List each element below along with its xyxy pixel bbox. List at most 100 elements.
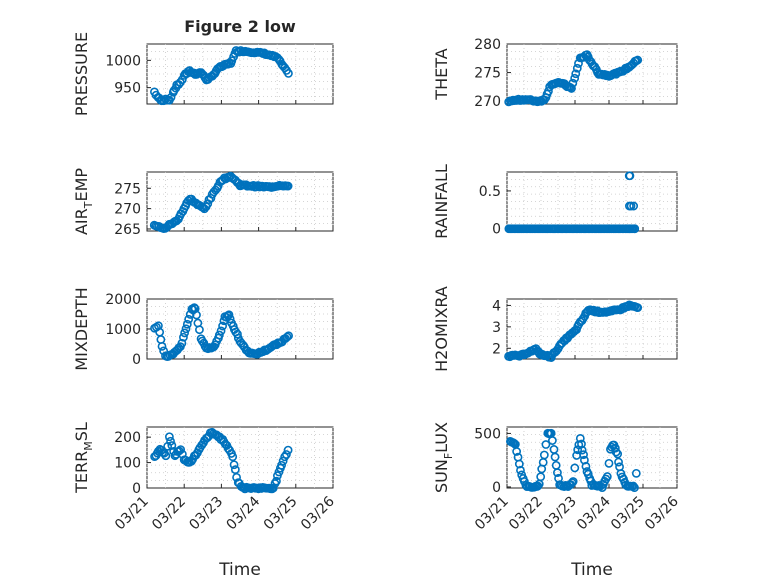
y-tick-label: 2 — [492, 341, 501, 357]
data-point — [284, 69, 293, 78]
data-point — [629, 201, 639, 211]
data-point — [284, 331, 293, 341]
data-point — [272, 476, 281, 486]
data-point — [633, 55, 643, 65]
data-series — [504, 50, 643, 107]
subplot-pressure: 950 1000 PRESSURE Figure 2 low — [72, 17, 334, 116]
subplot-air-temp: 265 270 275 AIRTEMP — [72, 168, 334, 238]
data-series — [149, 171, 293, 233]
data-point — [229, 460, 239, 470]
data-point — [579, 450, 588, 460]
x-axis-label: Time — [570, 560, 613, 580]
y-axis-label: MIXDEPTH — [72, 287, 91, 370]
x-axis-label: Time — [218, 560, 261, 580]
data-point — [614, 457, 623, 467]
data-point — [157, 341, 167, 351]
subplot-mixdepth: 0 1000 2000 MIXDEPTH — [72, 287, 334, 371]
data-point — [167, 441, 177, 450]
data-point — [630, 483, 639, 493]
data-point — [216, 326, 226, 336]
data-point — [195, 325, 204, 335]
data-series — [150, 46, 293, 106]
data-point — [166, 93, 176, 102]
data-point — [568, 477, 578, 486]
y-axis-label: AIRTEMP — [72, 168, 95, 235]
y-tick-label: 950 — [114, 81, 141, 97]
y-tick-label: 0 — [492, 222, 501, 238]
data-point — [625, 224, 634, 234]
data-point — [282, 332, 292, 342]
y-axis-label: TERRMSL — [72, 422, 95, 494]
data-point — [225, 314, 235, 324]
data-point — [567, 478, 577, 488]
data-series — [150, 427, 293, 494]
data-point — [541, 440, 551, 449]
data-point — [283, 181, 293, 191]
data-point — [539, 450, 549, 460]
data-point — [581, 461, 591, 471]
subplot-h2omixra: 2 3 4 H2OMIXRA — [432, 286, 678, 372]
data-point — [625, 171, 635, 181]
y-tick-label: 4 — [492, 298, 501, 314]
data-point — [161, 451, 171, 461]
y-tick-label: 0 — [132, 481, 141, 497]
y-axis-label: SUNFLUX — [432, 422, 455, 493]
y-axis-label: PRESSURE — [72, 32, 91, 116]
data-series — [506, 428, 641, 493]
data-point — [567, 84, 576, 93]
data-series — [150, 303, 293, 361]
data-point — [575, 433, 585, 443]
subplot-grid: 950 1000 PRESSURE Figure 2 low 270275280THET… — [72, 17, 682, 580]
data-series — [504, 171, 640, 234]
y-tick-label: 280 — [474, 37, 501, 53]
data-point — [613, 449, 623, 459]
data-point — [277, 460, 286, 470]
data-point — [516, 465, 525, 475]
data-point — [176, 445, 186, 454]
data-point — [159, 96, 169, 106]
y-tick-label: 2000 — [105, 292, 141, 308]
y-tick-label: 0.5 — [479, 184, 501, 200]
data-point — [602, 472, 612, 481]
data-point — [177, 338, 187, 348]
data-point — [570, 463, 580, 473]
data-point — [571, 69, 581, 79]
data-point — [166, 436, 175, 446]
data-point — [572, 63, 582, 73]
data-point — [628, 481, 638, 491]
data-point — [547, 436, 557, 445]
data-point — [570, 73, 580, 83]
y-axis-label: RAINFALL — [432, 164, 451, 239]
data-point — [533, 481, 543, 491]
y-tick-label: 1000 — [105, 53, 141, 69]
y-tick-label: 0 — [132, 352, 141, 368]
y-tick-label: 0 — [492, 480, 501, 496]
y-tick-label: 500 — [474, 426, 501, 442]
data-point — [224, 310, 234, 320]
data-point — [268, 483, 278, 493]
data-point — [512, 447, 522, 456]
subplot-theta: 270 275 280 THETA — [432, 37, 678, 110]
subplot-rainfall: 0 0.5 RAINFALL — [432, 164, 678, 239]
data-point — [218, 321, 228, 331]
data-point — [630, 224, 640, 234]
data-point — [192, 310, 201, 320]
data-point — [233, 329, 242, 339]
subplot-title: Figure 2 low — [184, 17, 296, 36]
data-point — [611, 447, 621, 457]
data-point — [626, 201, 636, 211]
y-tick-label: 1000 — [105, 322, 141, 338]
y-tick-label: 200 — [114, 430, 141, 446]
data-point — [550, 452, 560, 462]
data-point — [182, 319, 192, 329]
data-point — [180, 328, 190, 338]
y-tick-label: 270 — [114, 202, 141, 218]
data-point — [604, 458, 614, 468]
data-point — [577, 445, 587, 455]
data-point — [181, 324, 191, 334]
data-point — [577, 439, 586, 449]
data-series — [504, 300, 643, 362]
data-point — [281, 450, 291, 459]
data-point — [214, 330, 224, 340]
